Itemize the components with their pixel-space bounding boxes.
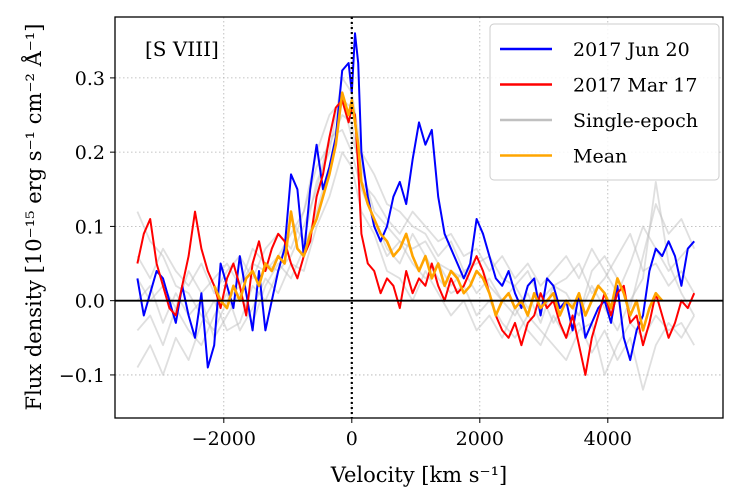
- reference-lines: [115, 17, 723, 418]
- y-tick-label: −0.1: [59, 365, 105, 387]
- series-line-single2: [136, 128, 695, 376]
- axis-ticks: −2000 0 2000 4000 −0.1 0.0 0.1 0.2 0.3: [59, 68, 632, 450]
- series-line-mean: [213, 91, 664, 332]
- x-tick-label: −2000: [192, 428, 256, 450]
- legend-label: 2017 Jun 20: [573, 39, 690, 61]
- y-tick-label: 0.0: [75, 291, 105, 313]
- legend-label: Single-epoch: [573, 110, 698, 132]
- y-axis-label: Flux density [10⁻¹⁵ erg s⁻¹ cm⁻² Å⁻¹]: [21, 24, 46, 411]
- y-tick-label: 0.1: [75, 216, 105, 238]
- x-tick-label: 0: [346, 428, 358, 450]
- legend-label: 2017 Mar 17: [573, 75, 697, 97]
- line-annotation: [S VIII]: [145, 37, 219, 61]
- series-line-mar17: [136, 99, 696, 376]
- legend-frame: [489, 23, 720, 181]
- plot-frame: [114, 16, 724, 419]
- y-tick-label: 0.2: [75, 142, 105, 164]
- y-tick-label: 0.3: [75, 68, 105, 90]
- series-line-jun20: [136, 32, 695, 369]
- x-axis-label: Velocity [km s⁻¹]: [330, 463, 507, 487]
- legend: 2017 Jun 20 2017 Mar 17 Single-epoch Mean: [489, 23, 720, 181]
- legend-label: Mean: [573, 146, 627, 168]
- x-tick-label: 2000: [456, 428, 504, 450]
- x-tick-label: 4000: [584, 428, 632, 450]
